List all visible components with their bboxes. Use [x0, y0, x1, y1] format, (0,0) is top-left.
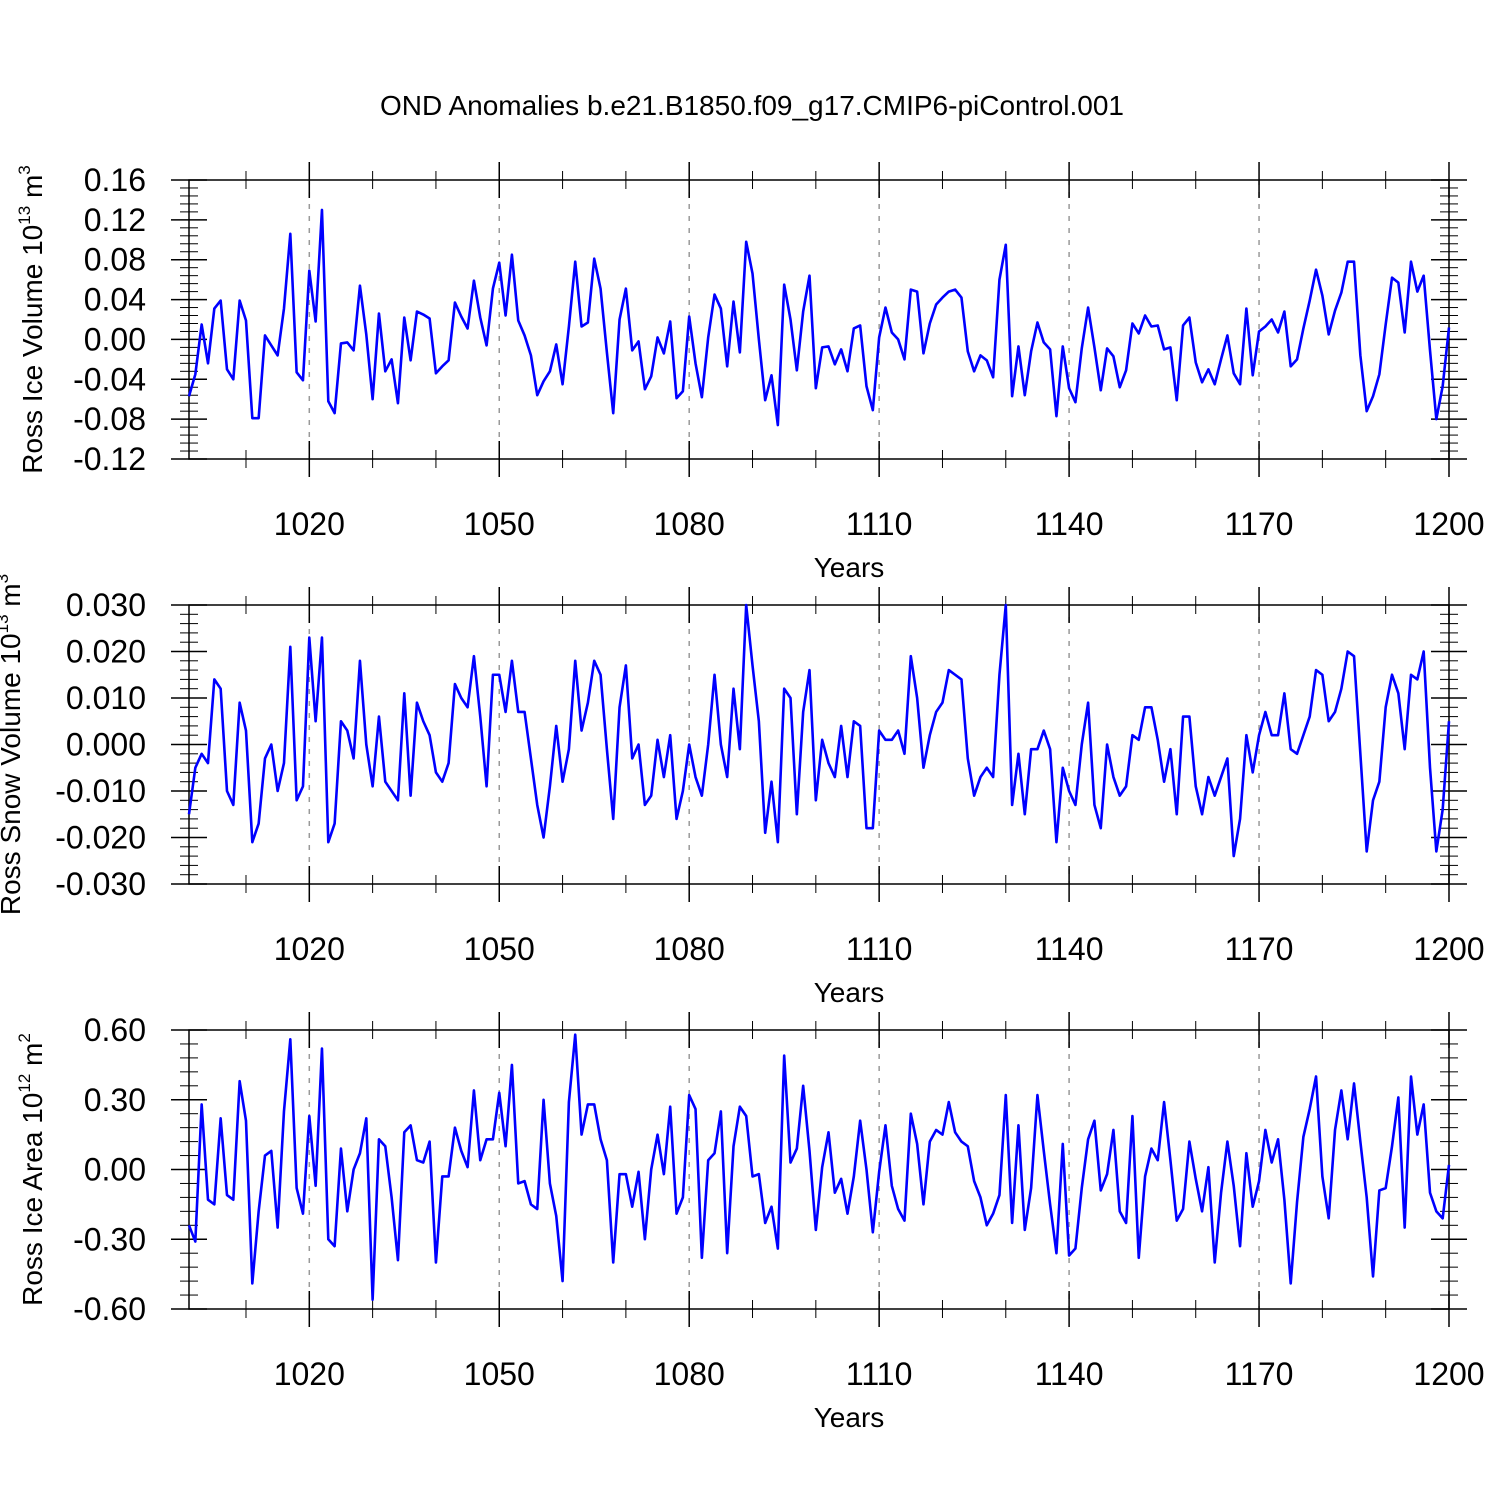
y-tick-label: -0.30: [73, 1221, 146, 1257]
x-tick-label: 1080: [654, 931, 725, 967]
y-tick-label: 0.30: [84, 1082, 146, 1118]
y-axis-label: Ross Snow Volume 1013 m3: [0, 574, 26, 915]
y-tick-label: 0.010: [66, 680, 146, 716]
y-tick-label: -0.020: [55, 820, 146, 856]
x-tick-label: 1200: [1413, 931, 1484, 967]
x-tick-label: 1110: [846, 931, 912, 967]
y-tick-label: 0.04: [84, 282, 146, 318]
x-tick-label: 1050: [464, 506, 535, 542]
series-line: [187, 1033, 1451, 1301]
y-axis-label: Ross Ice Volume 1013 m3: [15, 165, 48, 474]
y-axis-label: Ross Ice Area 1012 m2: [15, 1033, 48, 1306]
x-tick-label: 1110: [846, 506, 912, 542]
x-tick-label: 1200: [1413, 1356, 1484, 1392]
y-tick-label: -0.04: [73, 361, 146, 397]
x-tick-label: 1170: [1225, 506, 1294, 542]
y-tick-label: -0.12: [73, 441, 146, 477]
panel-snow-volume: 1020 1050 1080 1110 1140 1170 1200 -0.030 -0.020…: [0, 574, 1485, 1008]
y-tick-label: 0.000: [66, 727, 146, 763]
y-tick-label: -0.010: [55, 773, 146, 809]
x-tick-label: 1170: [1225, 931, 1294, 967]
x-tick-label: 1170: [1225, 1356, 1294, 1392]
plot-frame: [188, 604, 1450, 885]
x-tick-label: 1140: [1035, 1356, 1104, 1392]
x-tick-label: 1050: [464, 931, 535, 967]
series-line: [187, 603, 1451, 858]
y-tick-label: 0.00: [84, 1152, 146, 1188]
y-tick-label: 0.00: [84, 321, 146, 357]
x-axis-label: Years: [814, 552, 885, 583]
y-tick-label: 0.16: [84, 162, 146, 198]
y-tick-label: 0.08: [84, 242, 146, 278]
x-tick-label: 1140: [1035, 931, 1104, 967]
x-tick-label: 1200: [1413, 506, 1484, 542]
x-axis-label: Years: [814, 977, 885, 1008]
panel-ice-volume: 1020 1050 1080 1110 1140 1170 1200 -0.12 -0.08 -0…: [15, 162, 1485, 583]
x-tick-label: 1020: [274, 931, 345, 967]
y-tick-label: 0.020: [66, 634, 146, 670]
x-tick-label: 1020: [274, 506, 345, 542]
y-tick-label: -0.030: [55, 866, 146, 902]
x-tick-label: 1080: [654, 1356, 725, 1392]
x-tick-label: 1020: [274, 1356, 345, 1392]
x-tick-label: 1140: [1035, 506, 1104, 542]
x-tick-label: 1080: [654, 506, 725, 542]
y-tick-label: 0.030: [66, 587, 146, 623]
y-tick-label: 0.12: [84, 202, 146, 238]
panel-ice-area: 1020 1050 1080 1110 1140 1170 1200 -0.60 -0.30 0.…: [15, 1012, 1485, 1433]
plot-frame: [188, 179, 1450, 460]
chart-title: OND Anomalies b.e21.B1850.f09_g17.CMIP6-…: [380, 90, 1124, 121]
y-tick-label: 0.60: [84, 1012, 146, 1048]
series-line: [187, 208, 1451, 427]
x-tick-label: 1050: [464, 1356, 535, 1392]
y-tick-label: -0.60: [73, 1291, 146, 1327]
y-tick-label: -0.08: [73, 401, 146, 437]
x-tick-label: 1110: [846, 1356, 912, 1392]
x-axis-label: Years: [814, 1402, 885, 1433]
